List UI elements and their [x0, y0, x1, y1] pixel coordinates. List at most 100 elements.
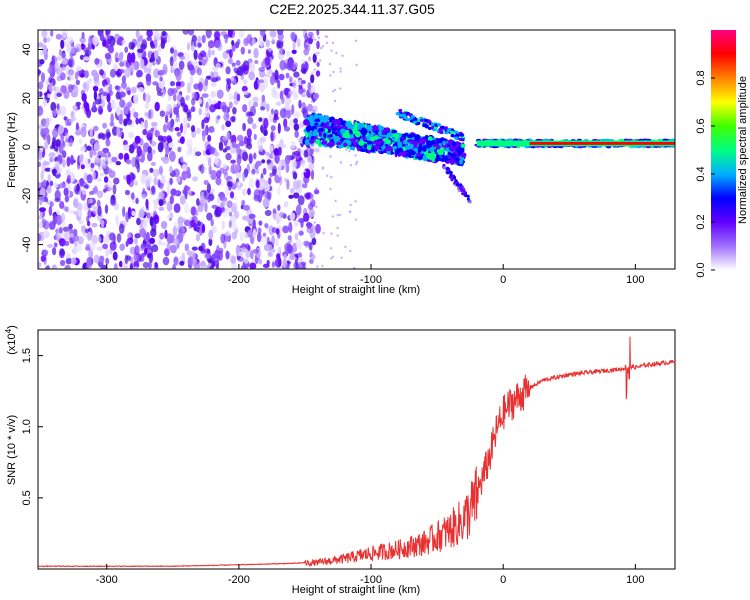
noise-cell — [315, 187, 318, 190]
noise-cell — [102, 122, 107, 129]
noise-cell — [116, 72, 121, 78]
noise-cell — [48, 82, 54, 92]
noise-cell — [263, 117, 269, 129]
noise-cell — [133, 93, 139, 105]
noise-cell — [109, 232, 116, 241]
noise-cell — [298, 99, 302, 109]
noise-cell — [321, 264, 324, 268]
noise-cell — [195, 233, 201, 242]
noise-cell — [266, 69, 273, 79]
noise-cell — [179, 227, 185, 238]
transition-cell — [370, 146, 376, 153]
noise-cell — [303, 212, 310, 222]
noise-cell — [274, 153, 280, 164]
noise-cell — [173, 203, 181, 214]
noise-cell — [260, 106, 265, 111]
noise-cell — [70, 47, 76, 54]
noise-cell — [121, 39, 127, 45]
noise-cell — [118, 114, 123, 125]
noise-cell — [116, 233, 122, 243]
noise-cell — [190, 106, 196, 113]
noise-cell — [235, 60, 241, 66]
noise-cell — [53, 242, 58, 248]
noise-cell — [77, 104, 81, 110]
noise-cell — [189, 75, 194, 86]
noise-cell — [257, 138, 264, 147]
noise-cell — [229, 211, 233, 217]
noise-cell — [208, 237, 213, 247]
noise-cell — [247, 116, 254, 125]
noise-cell — [91, 222, 98, 228]
noise-cell — [330, 232, 333, 235]
noise-cell — [236, 66, 244, 76]
noise-cell — [329, 74, 332, 77]
noise-cell — [143, 65, 148, 74]
y-tick-label: -40 — [21, 237, 33, 253]
noise-cell — [271, 248, 276, 253]
noise-cell — [145, 198, 149, 209]
noise-cell — [221, 124, 225, 131]
noise-cell — [231, 62, 236, 67]
noise-cell — [254, 60, 259, 64]
noise-cell — [180, 96, 185, 107]
noise-cell — [247, 188, 251, 196]
noise-cell — [214, 151, 220, 157]
noise-cell — [225, 152, 232, 161]
noise-cell — [265, 151, 270, 156]
noise-cell — [160, 40, 165, 49]
noise-cell — [196, 220, 201, 227]
noise-cell — [148, 261, 152, 269]
noise-cell — [40, 72, 46, 83]
noise-cell — [171, 88, 178, 94]
noise-cell — [248, 71, 256, 81]
noise-cell — [76, 183, 80, 192]
transition-cell — [310, 114, 314, 118]
noise-cell — [137, 87, 144, 92]
transition-cell — [459, 137, 463, 141]
transition-cell — [413, 140, 419, 146]
noise-cell — [136, 69, 143, 78]
noise-cell — [173, 168, 180, 178]
noise-cell — [308, 208, 315, 218]
noise-cell — [243, 204, 250, 211]
noise-cell — [317, 36, 320, 39]
noise-cell — [228, 101, 233, 109]
noise-cell — [191, 215, 198, 224]
noise-cell — [61, 58, 68, 65]
noise-cell — [311, 35, 315, 38]
noise-cell — [232, 107, 237, 115]
transition-cell — [343, 131, 351, 139]
noise-cell — [140, 58, 145, 70]
noise-cell — [99, 32, 105, 42]
snr-multiplier-label: (x104) — [4, 325, 18, 355]
noise-cell — [38, 221, 43, 229]
noise-cell — [41, 218, 47, 228]
noise-cell — [84, 184, 90, 189]
transition-cell — [332, 127, 338, 131]
noise-cell — [354, 200, 357, 203]
noise-cell — [197, 205, 204, 213]
noise-cell — [288, 221, 293, 233]
noise-cell — [252, 228, 257, 239]
noise-cell — [274, 237, 280, 247]
noise-cell — [227, 30, 233, 38]
noise-cell — [89, 241, 96, 251]
noise-cell — [105, 128, 111, 140]
noise-cell — [53, 182, 59, 188]
noise-cell — [116, 39, 120, 45]
noise-cell — [70, 257, 77, 265]
noise-cell — [84, 70, 89, 79]
noise-cell — [242, 90, 250, 95]
noise-cell — [140, 121, 145, 128]
transition-cell — [315, 138, 321, 145]
noise-cell — [100, 264, 108, 269]
noise-cell — [86, 220, 91, 227]
noise-cell — [51, 109, 58, 116]
noise-cell — [127, 110, 131, 119]
transition-cell — [410, 115, 415, 119]
noise-cell — [194, 260, 200, 269]
noise-cell — [178, 94, 182, 100]
noise-cell — [188, 190, 192, 196]
noise-cell — [265, 49, 269, 57]
x-tick-label: -200 — [228, 274, 250, 286]
